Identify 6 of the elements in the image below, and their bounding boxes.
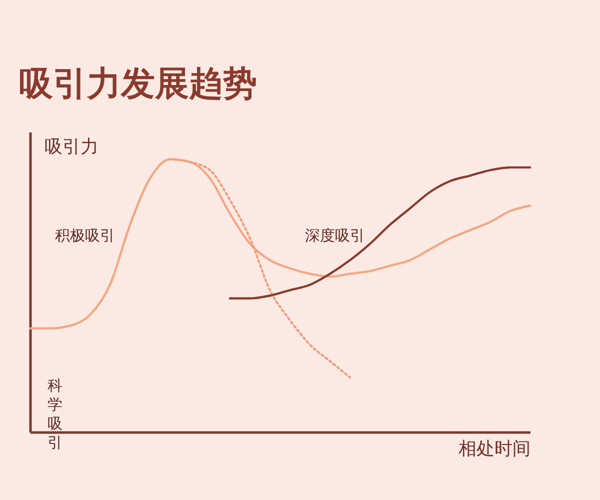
annotation: 深度吸引 xyxy=(305,226,365,245)
x-axis-title: 相处时间 xyxy=(458,438,530,460)
annotation: 积极吸引 xyxy=(55,226,115,245)
y-axis-title: 吸引力 xyxy=(44,136,98,158)
chart-title: 吸引力发展趋势 xyxy=(18,64,257,104)
annotation: 科学吸引 xyxy=(48,376,62,452)
